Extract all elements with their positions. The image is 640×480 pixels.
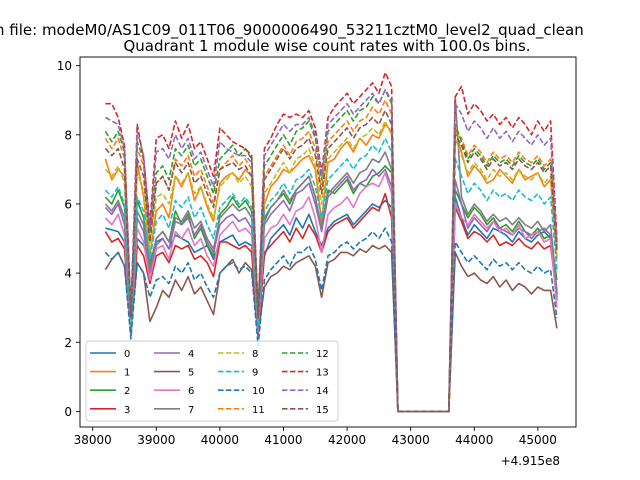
legend-item-4: 4: [154, 349, 194, 360]
series-line-10: [104, 227, 558, 413]
x-offset-label: +4.915e8: [501, 454, 560, 468]
legend-item-8: 8: [218, 349, 258, 360]
figure-suptitle: n file: modeM0/AS1C09_011T06_9000006490_…: [0, 21, 584, 40]
legend-item-3: 3: [90, 405, 130, 416]
legend-item-13: 13: [282, 368, 329, 379]
legend-label: 5: [188, 368, 194, 379]
legend-label: 4: [188, 349, 194, 360]
legend-label: 9: [252, 368, 258, 379]
series-line-11: [104, 99, 558, 413]
legend-label: 15: [316, 405, 329, 416]
legend-label: 1: [124, 368, 130, 379]
legend-item-10: 10: [218, 386, 265, 397]
legend-item-14: 14: [282, 386, 329, 397]
series-line-5: [104, 244, 558, 413]
series-line-12: [104, 89, 558, 413]
x-tick-label: 44000: [455, 433, 493, 447]
legend-item-2: 2: [90, 386, 130, 397]
series-line-4: [104, 168, 558, 413]
x-tick-label: 38000: [74, 433, 112, 447]
series-line-2: [104, 165, 558, 413]
x-tick-label: 40000: [201, 433, 239, 447]
y-tick-label: 10: [57, 59, 72, 73]
y-tick-label: 4: [64, 267, 72, 281]
y-tick-label: 6: [64, 197, 72, 211]
legend-label: 10: [252, 386, 265, 397]
x-tick-label: 43000: [392, 433, 430, 447]
series-line-1: [104, 123, 558, 413]
legend-label: 7: [188, 405, 194, 416]
legend-box: [85, 340, 339, 422]
series-line-6: [104, 172, 558, 413]
legend-label: 2: [124, 386, 130, 397]
legend-label: 0: [124, 349, 130, 360]
legend-item-9: 9: [218, 368, 258, 379]
legend-label: 12: [316, 349, 329, 360]
legend-item-6: 6: [154, 386, 194, 397]
plot-area: 38000 39000 40000 41000 42000 43000 44000 45000…: [57, 56, 577, 468]
legend-item-12: 12: [282, 349, 329, 360]
legend-label: 3: [124, 405, 130, 416]
legend-item-15: 15: [282, 405, 329, 416]
series-line-3: [104, 192, 558, 413]
legend-item-0: 0: [90, 349, 130, 360]
x-tick-label: 45000: [519, 433, 557, 447]
x-tick-label: 41000: [264, 433, 302, 447]
series-line-7: [104, 96, 558, 413]
legend-label: 13: [316, 368, 329, 379]
series-line-14: [105, 89, 558, 413]
chart-title: Quadrant 1 module wise count rates with …: [123, 37, 530, 55]
series-line-15: [104, 109, 558, 413]
series-line-13: [105, 71, 558, 413]
legend-label: 6: [188, 386, 194, 397]
y-tick-label: 0: [64, 405, 72, 419]
legend-item-7: 7: [154, 405, 194, 416]
y-tick-label: 8: [64, 128, 72, 142]
x-tick-label: 42000: [328, 433, 366, 447]
series-line-9: [104, 137, 558, 413]
axes-frame: [79, 56, 577, 428]
legend-label: 11: [252, 405, 265, 416]
legend-item-5: 5: [154, 368, 194, 379]
y-tick-label: 2: [64, 336, 72, 350]
legend-item-11: 11: [218, 405, 265, 416]
x-tick-label: 39000: [137, 433, 175, 447]
legend-label: 14: [316, 386, 329, 397]
legend-label: 8: [252, 349, 258, 360]
series-line-8: [104, 120, 558, 413]
legend-item-1: 1: [90, 368, 130, 379]
